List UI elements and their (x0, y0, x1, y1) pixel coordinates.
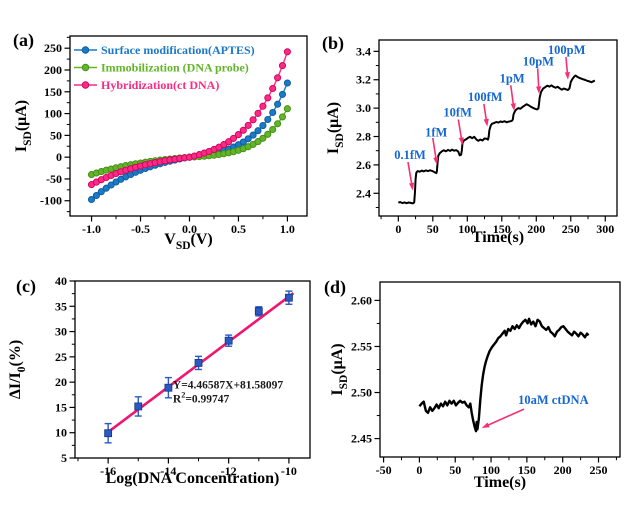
svg-text:Time(s): Time(s) (472, 229, 524, 246)
svg-text:0.5: 0.5 (231, 222, 246, 236)
annotation-10pM: 10pM (523, 54, 554, 68)
svg-text:-10: -10 (281, 464, 297, 478)
svg-text:ISD(μA): ISD(μA) (325, 102, 346, 154)
svg-text:2.6: 2.6 (356, 158, 371, 172)
svg-text:40: 40 (55, 274, 67, 288)
svg-text:-14: -14 (160, 464, 176, 478)
legend-entry-2: Hybridization(ct DNA) (101, 78, 219, 92)
svg-text:3.2: 3.2 (356, 73, 371, 87)
panel-letter-a: (a) (13, 30, 34, 50)
svg-text:150: 150 (493, 222, 511, 236)
annotation-100pM: 100pM (548, 43, 586, 57)
svg-text:3.4: 3.4 (356, 44, 371, 58)
svg-text:2.4: 2.4 (356, 186, 371, 200)
chart-b-concentration-steps: 0 50 100 150 200 250 300 2.4 2.6 2.8 3.0 3.2 3.4 Time… (325, 39, 618, 246)
svg-text:20: 20 (55, 375, 67, 389)
panel-letter-b: (b) (322, 33, 344, 53)
svg-text:-50: -50 (46, 172, 62, 186)
chart-d-10aM-trace: -50 0 50 100 150 200 250 2.45 2.50 2.55 2.60 Time(s… (329, 281, 621, 491)
svg-text:Log(DNA Concentration): Log(DNA Concentration) (106, 470, 280, 487)
svg-text:250: 250 (44, 41, 62, 55)
svg-text:3.0: 3.0 (356, 101, 371, 115)
panel-d-10aM-response: (d) -50 0 50 100 150 200 250 2.45 2.50 2.55 2.60 Ti… (320, 266, 640, 532)
svg-text:Time(s): Time(s) (474, 474, 526, 491)
svg-text:0.0: 0.0 (182, 222, 197, 236)
svg-text:ISD(μA): ISD(μA) (13, 100, 34, 152)
svg-text:150: 150 (518, 463, 536, 477)
panel-b-realtime-steps: (b) 0 50 100 150 200 250 300 2.4 2.6 2.8 3.0 3.2 3.4… (320, 0, 640, 266)
svg-text:-50: -50 (376, 463, 392, 477)
svg-text:ΔI/I0(%): ΔI/I0(%) (7, 340, 28, 399)
svg-text:2.8: 2.8 (356, 130, 371, 144)
svg-text:-0.5: -0.5 (131, 222, 150, 236)
chart-a-iv-curves: -1.0 -0.5 0.0 0.5 1.0 -100 -50 0 50 100 150 200 250 V… (13, 35, 308, 252)
annotation-0.1fM: 0.1fM (394, 148, 426, 162)
svg-text:2.60: 2.60 (351, 293, 372, 307)
svg-text:2.45: 2.45 (351, 432, 372, 446)
svg-text:100: 100 (458, 222, 476, 236)
svg-text:-1.0: -1.0 (82, 222, 101, 236)
svg-text:R2=0.99747: R2=0.99747 (173, 391, 230, 406)
legend-entry-1: Immobilization (DNA probe) (101, 61, 249, 75)
svg-text:50: 50 (427, 222, 439, 236)
svg-text:-100: -100 (40, 194, 62, 208)
svg-text:10: 10 (55, 426, 67, 440)
svg-text:35: 35 (55, 299, 67, 313)
svg-text:200: 200 (554, 463, 572, 477)
svg-text:30: 30 (55, 325, 67, 339)
annotation-100fM: 100fM (468, 90, 503, 104)
svg-text:Y=4.46587X+81.58097: Y=4.46587X+81.58097 (173, 380, 283, 392)
legend-entry-0: Surface modification(APTES) (101, 43, 255, 57)
svg-text:ISD(μA): ISD(μA) (329, 343, 350, 395)
svg-text:200: 200 (527, 222, 545, 236)
svg-text:1.0: 1.0 (280, 222, 295, 236)
annotation-10aM ctDNA: 10aM ctDNA (518, 393, 588, 407)
svg-text:0: 0 (56, 150, 62, 164)
panel-letter-d: (d) (324, 277, 346, 297)
chart-c-calibration-line: -16 -14 -12 -10 5 10 15 20 25 30 35 40 Log(DNA Conce… (7, 274, 311, 487)
svg-text:100: 100 (482, 463, 500, 477)
panel-a-transfer-curves: (a) -1.0 -0.5 0.0 0.5 1.0 -100 -50 0 50 100 150 200… (0, 0, 320, 266)
svg-text:100: 100 (44, 107, 62, 121)
annotation-10fM: 10fM (443, 105, 472, 119)
panel-letter-c: (c) (16, 276, 36, 296)
svg-text:150: 150 (44, 85, 62, 99)
svg-text:250: 250 (562, 222, 580, 236)
svg-text:15: 15 (55, 400, 67, 414)
svg-text:VSD(V): VSD(V) (164, 231, 212, 252)
svg-text:25: 25 (55, 350, 67, 364)
svg-text:2.50: 2.50 (351, 386, 372, 400)
svg-text:250: 250 (590, 463, 608, 477)
svg-text:5: 5 (61, 451, 67, 465)
panel-c-calibration: (c) -16 -14 -12 -10 5 10 15 20 25 30 35 40 Log(DNA C… (0, 266, 320, 532)
svg-text:-16: -16 (100, 464, 116, 478)
svg-text:200: 200 (44, 63, 62, 77)
svg-text:0: 0 (395, 222, 401, 236)
svg-text:300: 300 (596, 222, 614, 236)
annotation-1fM: 1fM (425, 125, 447, 139)
svg-text:2.55: 2.55 (351, 339, 372, 353)
svg-text:-12: -12 (221, 464, 237, 478)
svg-text:50: 50 (50, 128, 62, 142)
annotation-1pM: 1pM (500, 71, 525, 85)
svg-text:50: 50 (449, 463, 461, 477)
svg-text:0: 0 (416, 463, 422, 477)
